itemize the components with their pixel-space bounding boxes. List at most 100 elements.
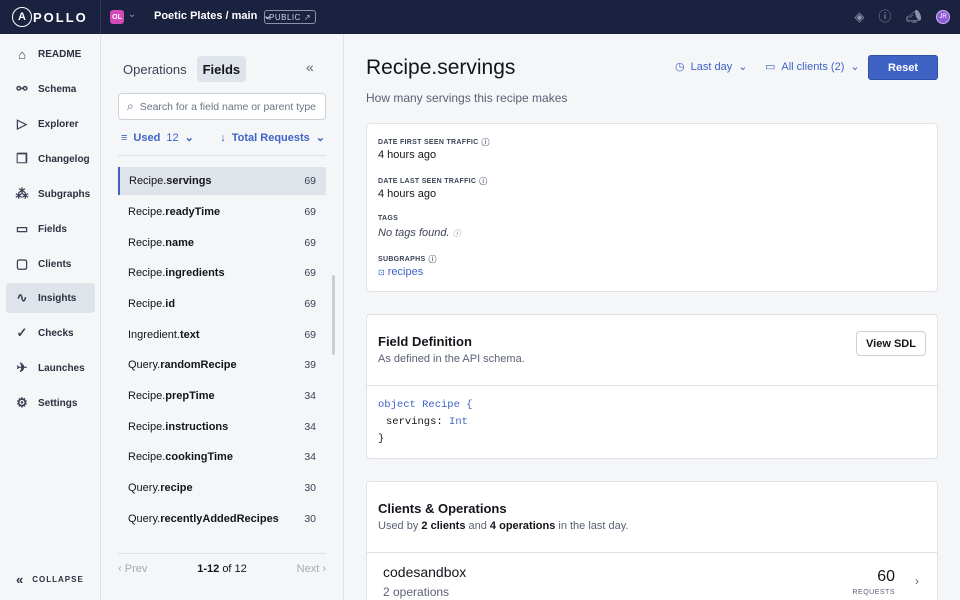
external-link-icon: ↗ bbox=[303, 12, 312, 22]
card-title: Clients & Operations bbox=[378, 501, 507, 516]
field-description: How many servings this recipe makes bbox=[366, 91, 568, 105]
subgraphs-label: SUBGRAPHS ⓘ bbox=[378, 255, 437, 264]
tab-operations[interactable]: Operations bbox=[123, 61, 187, 77]
explorer-icon: ▷ bbox=[17, 116, 27, 131]
field-row[interactable]: Query.randomRecipe 39 bbox=[128, 359, 316, 371]
info-icon[interactable]: ⓘ bbox=[479, 177, 488, 186]
nav-item-changelog[interactable]: ❐ Changelog bbox=[6, 144, 95, 174]
chevron-down-icon[interactable]: ⌄ bbox=[128, 9, 137, 20]
client-operations: 2 operations bbox=[383, 585, 450, 599]
sort-dropdown[interactable]: ↓ Total Requests ⌄ bbox=[220, 131, 325, 145]
nav-item-subgraphs[interactable]: ⁂ Subgraphs bbox=[15, 186, 91, 201]
tags-label: TAGS bbox=[378, 215, 399, 222]
field-list-panel: Operations Fields « ⌕ ≡ Used 12 ⌄ ↓ Tota… bbox=[101, 34, 344, 600]
search-input[interactable] bbox=[139, 100, 318, 113]
info-icon[interactable]: ⓘ bbox=[428, 255, 437, 264]
nav-item-settings[interactable]: ⚙ Settings bbox=[6, 388, 95, 418]
graph-switcher[interactable]: Poetic Plates / main ⌄ bbox=[154, 10, 272, 22]
field-row[interactable]: Recipe.name 69 bbox=[128, 237, 316, 249]
first-seen-value: 4 hours ago bbox=[378, 149, 437, 161]
reset-button[interactable]: Reset bbox=[868, 55, 938, 80]
first-seen-label: DATE FIRST SEEN TRAFFIC ⓘ bbox=[378, 138, 490, 147]
last-seen-value: 4 hours ago bbox=[378, 188, 437, 200]
page-title: Recipe.servings bbox=[366, 56, 516, 79]
divider bbox=[118, 155, 326, 156]
requests-label: REQUESTS bbox=[852, 589, 895, 596]
client-name[interactable]: codesandbox bbox=[383, 564, 467, 580]
field-row[interactable]: Recipe.cookingTime 34 bbox=[128, 451, 316, 463]
field-search[interactable]: ⌕ bbox=[118, 93, 326, 120]
user-avatar[interactable]: JR bbox=[936, 10, 950, 24]
chevron-down-icon: ⌄ bbox=[315, 132, 325, 144]
field-row[interactable]: Ingredient.text 69 bbox=[128, 329, 316, 341]
subgraph-link[interactable]: ⊡ recipes bbox=[378, 266, 424, 278]
launches-icon: ✈ bbox=[16, 360, 28, 375]
clients-icon: ▭ bbox=[765, 61, 776, 73]
view-sdl-button[interactable]: View SDL bbox=[856, 331, 926, 356]
nav-item-launches[interactable]: ✈ Launches bbox=[6, 353, 95, 383]
next-page-button[interactable]: Next › bbox=[296, 563, 326, 575]
nav-item-schema[interactable]: ⚯ Schema bbox=[6, 74, 95, 104]
last-seen-label: DATE LAST SEEN TRAFFIC ⓘ bbox=[378, 177, 488, 186]
nav-item-clients[interactable]: ▢ Clients bbox=[15, 256, 72, 271]
divider bbox=[367, 385, 937, 386]
field-definition-card: Field Definition As defined in the API s… bbox=[366, 314, 938, 459]
info-icon[interactable]: ⓘ bbox=[481, 138, 490, 147]
card-subtitle: As defined in the API schema. bbox=[378, 353, 525, 365]
double-chevron-left-icon: « bbox=[16, 572, 25, 587]
top-bar: A POLLO OL ⌄ Poetic Plates / main ⌄ PUBLI… bbox=[0, 0, 960, 34]
fields-icon: ▭ bbox=[15, 221, 29, 236]
visibility-badge[interactable]: PUBLIC ↗ bbox=[264, 10, 317, 24]
list-filters: ≡ Used 12 ⌄ ↓ Total Requests ⌄ bbox=[121, 131, 325, 145]
org-avatar[interactable]: OL bbox=[110, 10, 124, 24]
list-tabs: Operations Fields bbox=[117, 56, 247, 82]
top-icons: ◈ ⓘ 📣︎ JR bbox=[854, 8, 950, 26]
help-icon[interactable]: ⓘ bbox=[878, 9, 892, 24]
field-row[interactable]: Query.recipe 30 bbox=[128, 482, 316, 494]
field-detail: Recipe.servings How many servings this r… bbox=[344, 34, 960, 600]
insights-icon: ∿ bbox=[16, 290, 28, 305]
chevron-down-icon: ⌄ bbox=[738, 61, 748, 73]
field-row[interactable]: Recipe.id 69 bbox=[128, 298, 316, 310]
left-nav: ⌂ README ⚯ Schema ▷ Explorer ❐ Changelog ⁂ Su… bbox=[0, 34, 101, 600]
field-row[interactable]: Recipe.servings 69 bbox=[118, 167, 326, 195]
info-icon[interactable]: ⓘ bbox=[452, 229, 461, 238]
field-row[interactable]: Recipe.instructions 34 bbox=[128, 421, 316, 433]
sdl-code: object Recipe { servings: Int } bbox=[378, 399, 473, 445]
divider bbox=[367, 552, 937, 553]
filter-icon: ≡ bbox=[121, 131, 128, 144]
readme-icon: ⌂ bbox=[18, 46, 26, 62]
tab-fields[interactable]: Fields bbox=[196, 56, 247, 82]
field-row[interactable]: Recipe.prepTime 34 bbox=[128, 390, 316, 402]
chevron-down-icon: ⌄ bbox=[263, 10, 272, 22]
chevron-right-icon[interactable]: › bbox=[915, 574, 919, 588]
nav-item-readme[interactable]: ⌂ README bbox=[6, 39, 95, 69]
nav-item-insights[interactable]: ∿ Insights bbox=[6, 283, 95, 313]
used-filter[interactable]: ≡ Used 12 ⌄ bbox=[121, 131, 194, 145]
settings-icon: ⚙ bbox=[16, 395, 28, 410]
list-scrollbar[interactable] bbox=[332, 275, 335, 355]
pagination: ‹ Prev 1-12 of 12 Next › bbox=[118, 563, 326, 575]
clients-dropdown[interactable]: ▭ All clients (2) ⌄ bbox=[765, 60, 860, 74]
collapse-panel-icon[interactable]: « bbox=[306, 59, 314, 75]
field-row[interactable]: Recipe.ingredients 69 bbox=[128, 267, 316, 279]
card-title: Field Definition bbox=[378, 334, 472, 349]
search-icon: ⌕ bbox=[127, 99, 134, 113]
time-range-dropdown[interactable]: ◷ Last day ⌄ bbox=[675, 60, 748, 74]
prev-page-button[interactable]: ‹ Prev bbox=[118, 563, 148, 575]
page-range: 1-12 of 12 bbox=[197, 563, 247, 575]
field-row[interactable]: Recipe.readyTime 69 bbox=[128, 206, 316, 218]
card-subtitle: Used by 2 clients and 4 operations in th… bbox=[378, 520, 629, 532]
arrow-down-icon: ↓ bbox=[220, 131, 226, 144]
layers-icon[interactable]: ◈ bbox=[854, 9, 865, 24]
metadata-card: DATE FIRST SEEN TRAFFIC ⓘ 4 hours ago DAT… bbox=[366, 123, 938, 292]
nav-item-checks[interactable]: ✓ Checks bbox=[6, 318, 95, 348]
nav-item-explorer[interactable]: ▷ Explorer bbox=[6, 109, 95, 139]
field-row[interactable]: Query.recentlyAddedRecipes 30 bbox=[128, 513, 316, 525]
subgraphs-icon: ⁂ bbox=[15, 186, 29, 201]
nav-item-fields[interactable]: ▭ Fields bbox=[15, 221, 67, 236]
clock-icon: ◷ bbox=[675, 61, 685, 73]
apollo-logo[interactable]: A POLLO bbox=[12, 7, 88, 27]
collapse-button[interactable]: «COLLAPSE bbox=[16, 572, 84, 587]
megaphone-icon[interactable]: 📣︎ bbox=[905, 9, 922, 24]
